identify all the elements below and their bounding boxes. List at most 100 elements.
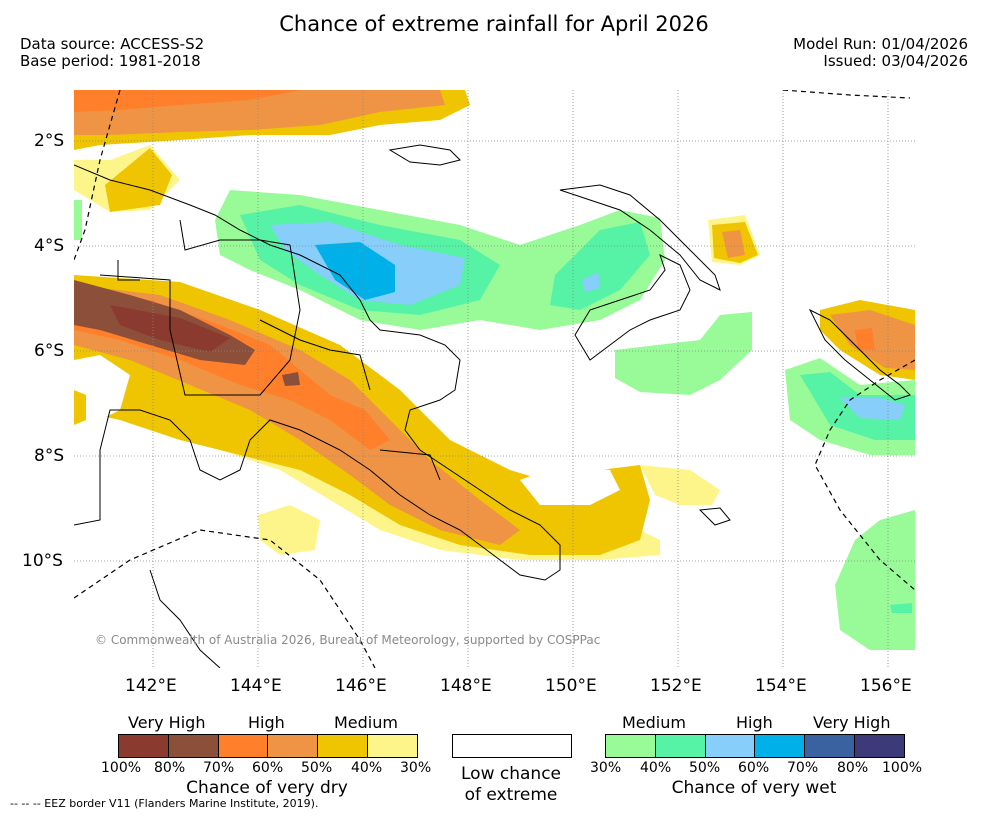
lon-tick-152e: 152°E bbox=[650, 676, 702, 696]
eez-border-east bbox=[814, 359, 915, 591]
dry-region-west-edge bbox=[74, 390, 86, 425]
province-border-4 bbox=[379, 449, 441, 481]
dry-level-high: High bbox=[248, 713, 285, 732]
dry-region-far-east-higher bbox=[855, 328, 875, 350]
dry-pct-50: 50% bbox=[301, 760, 333, 776]
dry-region-south-light bbox=[640, 465, 720, 505]
wet-level-very-high: Very High bbox=[813, 713, 891, 732]
data-source: Data source: ACCESS-S2 bbox=[20, 35, 205, 53]
dry-region-north-higher bbox=[74, 90, 300, 112]
png-mainland-coast bbox=[74, 164, 561, 581]
province-border-5 bbox=[117, 260, 140, 281]
dry-pct-40: 40% bbox=[351, 760, 383, 776]
wet-legend-title: Chance of very wet bbox=[671, 778, 837, 798]
eez-border-west bbox=[74, 90, 121, 261]
wet-swatch-4 bbox=[805, 735, 856, 757]
wet-pct-30: 30% bbox=[590, 760, 622, 776]
wet-swatch-1 bbox=[655, 735, 706, 757]
lon-tick-144e: 144°E bbox=[230, 676, 282, 696]
wet-region-far-east-50 bbox=[840, 398, 905, 420]
lon-tick-150e: 150°E bbox=[545, 676, 597, 696]
wet-level-medium: Medium bbox=[622, 713, 686, 732]
wet-pct-50: 50% bbox=[689, 760, 721, 776]
wet-region-west-edge bbox=[74, 200, 82, 240]
province-border-3 bbox=[259, 319, 371, 391]
dry-swatch-1 bbox=[168, 735, 219, 757]
dry-pct-70: 70% bbox=[203, 760, 235, 776]
lat-tick-4s: 4°S bbox=[34, 236, 65, 256]
wet-region-east-50 bbox=[582, 272, 600, 292]
dry-swatch-3 bbox=[268, 735, 319, 757]
lon-tick-146e: 146°E bbox=[335, 676, 387, 696]
dry-swatch-5 bbox=[368, 735, 417, 757]
wet-region-east-40 bbox=[550, 222, 650, 310]
header-left: Data source: ACCESS-S2 Base period: 1981… bbox=[20, 36, 204, 70]
wet-region-east-2 bbox=[615, 312, 752, 395]
low-chance-line1: Low chance bbox=[461, 764, 561, 784]
wet-pct-70: 70% bbox=[787, 760, 819, 776]
lon-tick-142e: 142°E bbox=[125, 676, 177, 696]
wet-region-north-60 bbox=[315, 242, 395, 300]
lat-tick-6s: 6°S bbox=[34, 341, 65, 361]
eez-border-south bbox=[74, 529, 376, 668]
dry-level-very-high: Very High bbox=[128, 713, 206, 732]
low-chance-label: Low chance of extreme bbox=[430, 764, 592, 806]
eez-borders bbox=[74, 90, 915, 668]
dry-pct-30: 30% bbox=[400, 760, 432, 776]
dry-colorbar bbox=[118, 734, 418, 758]
low-chance-hole bbox=[520, 465, 620, 505]
gridlines bbox=[74, 90, 915, 668]
lon-tick-148e: 148°E bbox=[440, 676, 492, 696]
bougainville-coast bbox=[808, 308, 911, 401]
dry-swatch-2 bbox=[218, 735, 269, 757]
low-chance-line2: of extreme bbox=[464, 785, 558, 805]
dry-pct-100: 100% bbox=[101, 760, 142, 776]
lat-tick-10s: 10°S bbox=[22, 551, 63, 571]
cape-york-coast bbox=[149, 569, 221, 668]
province-border-2 bbox=[179, 219, 291, 251]
wet-swatch-3 bbox=[755, 735, 806, 757]
wet-pct-60: 60% bbox=[738, 760, 770, 776]
copyright-note: © Commonwealth of Australia 2026, Bureau… bbox=[95, 633, 601, 647]
new-ireland-coast bbox=[559, 184, 721, 291]
province-border-1 bbox=[99, 244, 301, 396]
dry-pct-60: 60% bbox=[252, 760, 284, 776]
coastlines bbox=[74, 144, 911, 668]
wet-pct-100: 100% bbox=[882, 760, 923, 776]
lon-tick-156e: 156°E bbox=[860, 676, 912, 696]
dry-swatch-0 bbox=[119, 735, 169, 757]
wet-pct-40: 40% bbox=[640, 760, 672, 776]
dry-legend-title: Chance of very dry bbox=[186, 778, 348, 798]
manus-coast bbox=[388, 144, 461, 166]
lon-tick-154e: 154°E bbox=[755, 676, 807, 696]
wet-level-high: High bbox=[736, 713, 773, 732]
model-run: Model Run: 01/04/2026 bbox=[793, 35, 968, 53]
woodlark-coast bbox=[698, 507, 731, 526]
eez-note: -- -- -- EEZ border V11 (Flanders Marine… bbox=[10, 797, 319, 810]
wet-region-southeast-40 bbox=[890, 603, 912, 613]
wet-swatch-2 bbox=[705, 735, 756, 757]
province-borders bbox=[99, 219, 441, 481]
dry-level-medium: Medium bbox=[334, 713, 398, 732]
dry-pct-80: 80% bbox=[154, 760, 186, 776]
wet-swatch-0 bbox=[606, 735, 656, 757]
wet-pct-80: 80% bbox=[837, 760, 869, 776]
dry-swatch-4 bbox=[318, 735, 369, 757]
lat-tick-8s: 8°S bbox=[34, 446, 65, 466]
dry-region-west-medium bbox=[105, 148, 172, 212]
dry-region-east-high bbox=[722, 230, 745, 258]
wet-swatch-5 bbox=[855, 735, 904, 757]
new-britain-coast bbox=[574, 254, 691, 361]
dry-region-small-core bbox=[282, 372, 300, 386]
eez-border-northeast bbox=[782, 90, 911, 99]
issued-date: Issued: 03/04/2026 bbox=[823, 52, 968, 70]
low-chance-hole-west bbox=[74, 355, 130, 425]
base-period: Base period: 1981-2018 bbox=[20, 52, 201, 70]
low-chance-swatch bbox=[452, 734, 572, 758]
header-right: Model Run: 01/04/2026 Issued: 03/04/2026 bbox=[793, 36, 968, 70]
wet-colorbar bbox=[605, 734, 905, 758]
wet-region-southeast bbox=[835, 510, 915, 650]
lat-tick-2s: 2°S bbox=[34, 131, 65, 151]
map-title: Chance of extreme rainfall for April 202… bbox=[279, 12, 709, 36]
